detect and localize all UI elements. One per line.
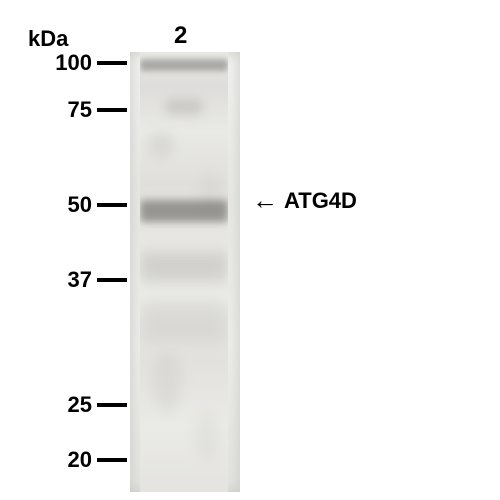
- lane-smudge: [148, 132, 174, 158]
- marker-tick: [97, 278, 127, 282]
- blot-canvas: kDa 2 100 75 50 37 25 20 ← ATG4D: [0, 0, 500, 500]
- marker-label: 25: [0, 392, 92, 418]
- marker-tick: [97, 458, 127, 462]
- lane-2: [140, 52, 228, 492]
- marker-label: 50: [0, 192, 92, 218]
- arrow-left-icon: ←: [252, 185, 278, 216]
- annotation-text: ATG4D: [284, 188, 357, 214]
- band-annotation: ← ATG4D: [252, 185, 357, 216]
- marker-tick: [97, 108, 127, 112]
- marker-label: 20: [0, 447, 92, 473]
- blot-region: [130, 52, 240, 492]
- band: [140, 200, 228, 222]
- y-axis-unit-label: kDa: [28, 26, 68, 52]
- band: [140, 59, 228, 71]
- marker-tick: [97, 203, 127, 207]
- band: [166, 99, 201, 115]
- band: [140, 302, 228, 342]
- lane-header-label: 2: [174, 22, 187, 50]
- marker-tick: [97, 61, 127, 65]
- lane-smudge: [152, 352, 182, 412]
- marker-label: 75: [0, 97, 92, 123]
- marker-tick: [97, 403, 127, 407]
- band: [140, 252, 228, 282]
- lane-smudge: [195, 412, 219, 462]
- marker-label: 100: [0, 50, 92, 76]
- marker-label: 37: [0, 267, 92, 293]
